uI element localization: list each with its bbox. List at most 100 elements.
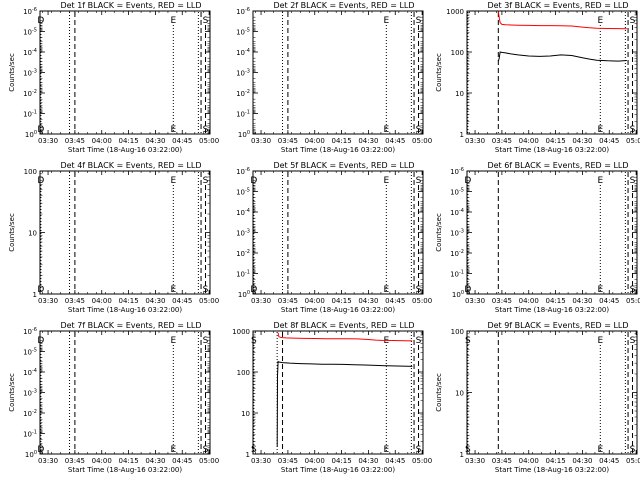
- y-tick-label: 10-1: [23, 110, 37, 119]
- plot-frame: [466, 330, 638, 455]
- y-tick-label: 100: [238, 290, 250, 299]
- y-tick-label: 1: [33, 291, 37, 299]
- y-tick-label: 10: [455, 390, 464, 398]
- panel-title: Det 7f BLACK = Events, RED = LLD: [60, 321, 201, 330]
- x-tick-label: 03:45: [278, 297, 298, 305]
- marker-label-top: E: [383, 176, 389, 186]
- marker-label-bottom: D: [250, 285, 257, 295]
- y-tick-label: 1: [246, 451, 250, 459]
- panel-title: Det 9f BLACK = Events, RED = LLD: [487, 321, 628, 330]
- marker-label-bottom: E: [170, 445, 176, 455]
- marker-label-bottom: S: [630, 125, 636, 135]
- x-axis-label: Start Time (18-Aug-16 03:22:00): [495, 146, 609, 154]
- x-tick-label: 04:30: [358, 457, 378, 465]
- y-tick-label: 10-5: [23, 348, 37, 357]
- x-axis-label: Start Time (18-Aug-16 03:22:00): [68, 146, 182, 154]
- x-tick-label: 04:45: [172, 457, 192, 465]
- y-tick-label: 10-1: [450, 270, 464, 279]
- y-tick-label: 10-3: [236, 69, 250, 78]
- x-tick-label: 04:45: [385, 297, 405, 305]
- y-tick-label: 100: [451, 49, 464, 57]
- x-tick-label: 04:30: [572, 457, 592, 465]
- marker-label-top: D: [37, 336, 44, 346]
- y-tick-label: 100: [25, 450, 37, 459]
- y-tick-label: 10-1: [236, 110, 250, 119]
- x-tick-label: 04:15: [118, 297, 138, 305]
- y-tick-label: 10-5: [236, 28, 250, 37]
- marker-label-top: S: [251, 336, 257, 346]
- marker-label-bottom: S: [203, 125, 209, 135]
- x-tick-label: 04:45: [599, 297, 619, 305]
- y-tick-label: 10-6: [450, 167, 464, 176]
- panel-det-6: Det 6f BLACK = Events, RED = LLD 03:30 03:…: [435, 161, 640, 314]
- marker-label-bottom: E: [597, 285, 603, 295]
- x-tick-label: 03:45: [65, 457, 85, 465]
- marker-label-bottom: E: [170, 125, 176, 135]
- marker-label-top: E: [170, 336, 176, 346]
- x-tick-label: 05:00: [199, 457, 219, 465]
- marker-label-bottom: E: [383, 125, 389, 135]
- marker-label-top: E: [170, 16, 176, 26]
- marker-label-top: S: [203, 176, 209, 186]
- y-axis-label: Counts/sec: [8, 53, 16, 92]
- marker-label-bottom: S: [416, 285, 422, 295]
- y-tick-label: 10-1: [23, 430, 37, 439]
- y-tick-label: 10-2: [23, 409, 37, 418]
- y-tick-label: 10-6: [236, 7, 250, 16]
- x-tick-label: 04:00: [92, 457, 112, 465]
- x-tick-label: 04:15: [331, 297, 351, 305]
- plot-frame: [252, 10, 424, 135]
- y-tick-label: 10-2: [236, 89, 250, 98]
- marker-label-top: D: [37, 16, 44, 26]
- series-line-events: [497, 51, 627, 62]
- series-line-lld: [277, 332, 413, 342]
- x-axis-label: Start Time (18-Aug-16 03:22:00): [281, 146, 395, 154]
- marker-label-top: E: [383, 336, 389, 346]
- x-tick-label: 04:45: [172, 297, 192, 305]
- marker-label-top: S: [416, 336, 422, 346]
- y-tick-label: 1000: [232, 328, 250, 336]
- x-tick-label: 04:15: [545, 457, 565, 465]
- marker-label-bottom: S: [203, 285, 209, 295]
- x-tick-label: 04:30: [358, 297, 378, 305]
- y-tick-label: 10-5: [450, 188, 464, 197]
- marker-label-bottom: D: [37, 285, 44, 295]
- x-tick-label: 04:00: [519, 137, 539, 145]
- y-tick-label: 10-5: [23, 28, 37, 37]
- y-tick-label: 10-6: [23, 7, 37, 16]
- marker-label-bottom: S: [416, 125, 422, 135]
- x-tick-label: 03:30: [251, 137, 271, 145]
- plot-frame: [252, 330, 424, 455]
- panel-det-7: Det 7f BLACK = Events, RED = LLD 03:30 03:…: [8, 321, 219, 474]
- marker-label-top: E: [597, 176, 603, 186]
- x-tick-label: 05:00: [626, 297, 640, 305]
- marker-label-top: S: [630, 336, 636, 346]
- y-axis-label: Counts/sec: [435, 213, 443, 252]
- x-tick-label: 05:00: [199, 297, 219, 305]
- x-tick-label: 03:45: [492, 457, 512, 465]
- x-tick-label: 04:00: [305, 297, 325, 305]
- marker-label-top: D: [37, 176, 44, 186]
- y-tick-label: 10-3: [23, 69, 37, 78]
- panel-title: Det 5f BLACK = Events, RED = LLD: [273, 161, 414, 170]
- x-tick-label: 03:45: [65, 297, 85, 305]
- x-tick-label: 04:45: [385, 457, 405, 465]
- x-tick-label: 03:30: [38, 137, 58, 145]
- panel-det-8: Det 8f BLACK = Events, RED = LLD 03:30 03:…: [232, 321, 432, 474]
- marker-label-bottom: D: [37, 125, 44, 135]
- y-tick-label: 100: [452, 290, 464, 299]
- marker-label-top: E: [597, 16, 603, 26]
- x-tick-label: 05:00: [412, 297, 432, 305]
- y-tick-label: 100: [237, 369, 250, 377]
- x-axis-label: Start Time (18-Aug-16 03:22:00): [495, 306, 609, 314]
- x-tick-label: 04:30: [145, 137, 165, 145]
- y-axis-label: Counts/sec: [8, 373, 16, 412]
- x-tick-label: 05:00: [199, 137, 219, 145]
- y-tick-label: 10-4: [450, 208, 464, 217]
- marker-label-bottom: D: [464, 285, 471, 295]
- marker-label-bottom: E: [383, 285, 389, 295]
- panel-title: Det 6f BLACK = Events, RED = LLD: [487, 161, 628, 170]
- panel-det-5: Det 5f BLACK = Events, RED = LLD 03:30 03:…: [236, 161, 432, 314]
- plot-frame: [252, 170, 424, 295]
- x-tick-label: 04:30: [572, 137, 592, 145]
